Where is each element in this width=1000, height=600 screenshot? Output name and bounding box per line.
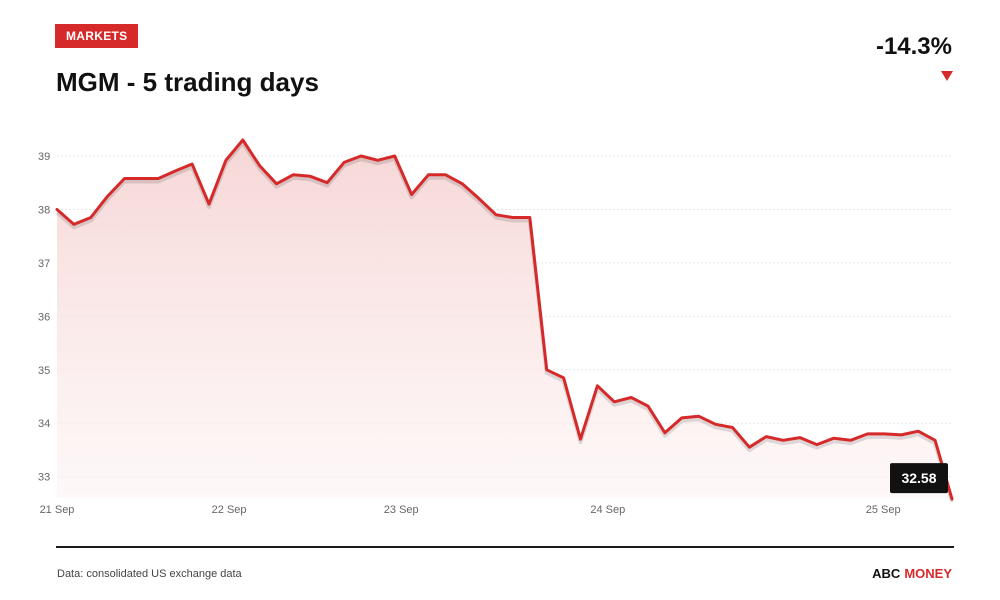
last-value-label: 32.58 — [901, 470, 936, 486]
x-tick-label: 24 Sep — [590, 504, 625, 516]
y-tick-label: 39 — [38, 151, 50, 163]
y-tick-label: 33 — [38, 472, 50, 484]
price-chart: 33 34 35 36 37 38 39 21 Sep 22 Sep 23 Sep 24 Sep 25… — [38, 138, 954, 516]
x-tick-label: 23 Sep — [384, 504, 419, 516]
brand-logo: ABC MONEY — [872, 566, 952, 581]
brand-logo-money: MONEY — [904, 566, 952, 581]
y-tick-label: 37 — [38, 258, 50, 270]
price-line — [55, 138, 954, 501]
footer-divider — [56, 546, 954, 548]
y-tick-label: 34 — [38, 418, 50, 430]
markets-badge: MARKETS — [55, 24, 139, 48]
price-area-fill — [57, 140, 952, 500]
x-tick-label: 22 Sep — [212, 504, 247, 516]
last-value-tooltip — [890, 463, 948, 494]
chart-title: MGM - 5 trading days — [56, 67, 319, 97]
y-tick-label: 38 — [38, 204, 50, 216]
down-arrow-icon — [941, 71, 953, 81]
x-tick-label: 21 Sep — [40, 504, 75, 516]
percent-change: -14.3% — [875, 33, 952, 60]
y-tick-label: 35 — [38, 365, 50, 377]
data-source-note: Data: consolidated US exchange data — [57, 568, 242, 580]
brand-logo-abc: ABC — [872, 566, 901, 581]
y-tick-label: 36 — [38, 311, 50, 323]
x-tick-label: 25 Sep — [866, 504, 901, 516]
